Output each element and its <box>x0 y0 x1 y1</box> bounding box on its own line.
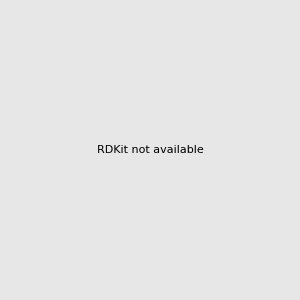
Text: RDKit not available: RDKit not available <box>97 145 203 155</box>
